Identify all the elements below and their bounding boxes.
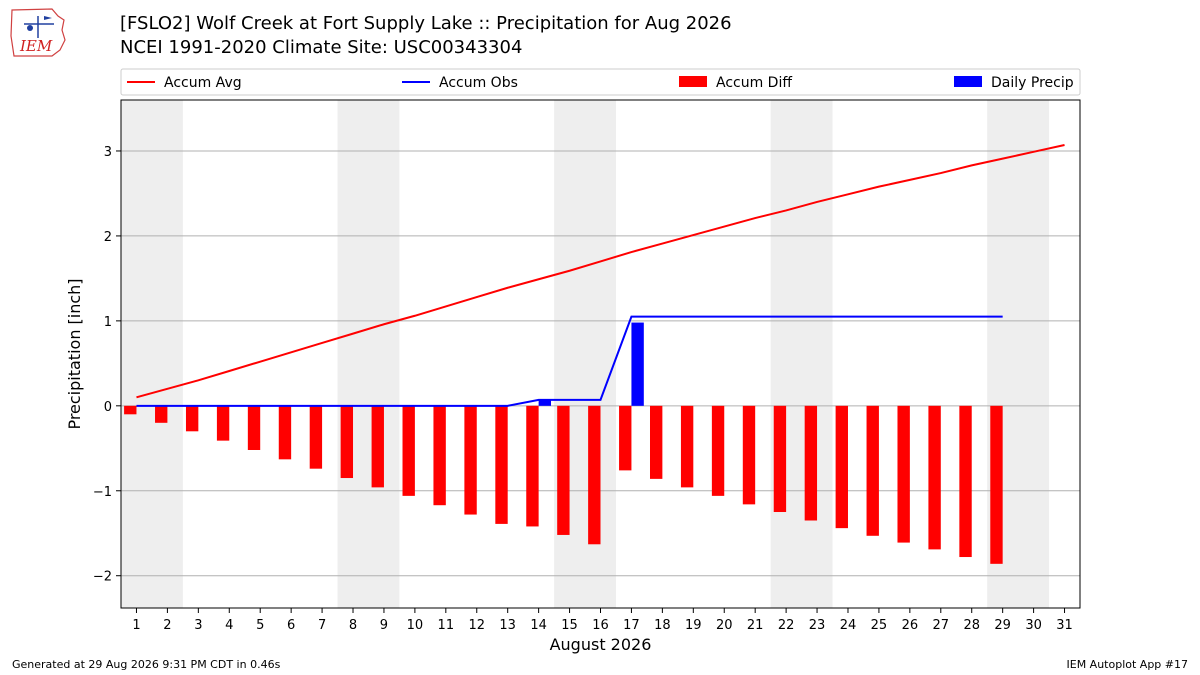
- accum-diff-bar-20: [711, 405, 725, 496]
- xtick-label-6: 6: [287, 618, 295, 633]
- xtick-label-7: 7: [318, 618, 326, 633]
- ytick-label-0: 0: [104, 400, 112, 415]
- xtick-label-13: 13: [499, 618, 516, 633]
- accum-diff-bar-19: [680, 405, 694, 488]
- xtick-label-12: 12: [468, 618, 485, 633]
- xtick-label-18: 18: [654, 618, 671, 633]
- xtick-label-2: 2: [163, 618, 171, 633]
- accum-diff-bar-17: [619, 405, 632, 471]
- weekend-shading: [121, 100, 1050, 608]
- chart-subtitle: NCEI 1991-2020 Climate Site: USC00343304: [120, 37, 523, 58]
- accum-diff-bar-3: [185, 405, 199, 432]
- y-axis-label: Precipitation [inch]: [65, 278, 84, 429]
- xtick-label-8: 8: [349, 618, 357, 633]
- xtick-label-4: 4: [225, 618, 233, 633]
- x-axis-ticks: 1 2 3 4 5 6 7 8 9 10 11 12 13 14 15 16 17 18 19 20 21 22 23 24 2…: [132, 608, 1073, 633]
- accum-diff-bar-5: [247, 405, 261, 450]
- accum-diff-bar-8: [340, 405, 354, 479]
- bars: [124, 322, 1003, 564]
- accum-diff-bar-24: [835, 405, 848, 529]
- accum-avg-line: [136, 144, 1065, 399]
- accum-diff-bar-29: [990, 405, 1003, 564]
- xtick-label-1: 1: [132, 618, 140, 633]
- ytick-label--2: −2: [93, 570, 112, 585]
- accum-diff-bar-23: [804, 405, 818, 521]
- legend-label-accum-avg: Accum Avg: [164, 75, 242, 91]
- xtick-label-30: 30: [1025, 618, 1042, 633]
- ytick-label--1: −1: [93, 485, 112, 500]
- plot-frame: [120, 99, 1081, 609]
- accum-diff-bar-1: [124, 405, 137, 415]
- xtick-label-14: 14: [530, 618, 547, 633]
- grid-lines: [121, 150, 1080, 577]
- weekend-band-4: [770, 100, 833, 608]
- chart-title: [FSLO2] Wolf Creek at Fort Supply Lake :…: [120, 13, 732, 34]
- xtick-label-3: 3: [194, 618, 202, 633]
- accum-diff-bar-18: [649, 405, 663, 479]
- accum-diff-bar-13: [495, 405, 508, 524]
- xtick-label-28: 28: [963, 618, 980, 633]
- accum-diff-bar-12: [464, 405, 477, 515]
- accum-diff-bar-9: [371, 405, 384, 488]
- xtick-label-5: 5: [256, 618, 264, 633]
- legend: Accum Avg Accum Obs Accum Diff Daily Precip: [120, 68, 1081, 96]
- accum-diff-bar-26: [897, 405, 910, 543]
- accum-diff-bar-22: [773, 405, 787, 513]
- legend-swatch-accum-diff: [679, 76, 707, 87]
- weekend-band-1: [121, 100, 183, 608]
- accum-diff-bar-4: [216, 405, 230, 441]
- ytick-label-1: 1: [104, 315, 112, 330]
- weekend-band-5: [987, 100, 1050, 608]
- accum-obs-line: [136, 315, 1003, 407]
- xtick-label-22: 22: [778, 618, 795, 633]
- legend-label-accum-obs: Accum Obs: [439, 75, 518, 91]
- accum-diff-bar-16: [588, 405, 601, 545]
- accum-diff-bar-6: [278, 405, 292, 460]
- accum-diff-bar-14: [526, 405, 539, 527]
- accum-diff-bar-21: [742, 405, 756, 505]
- accum-diff-bar-28: [959, 405, 972, 558]
- daily-precip-bar-14: [538, 399, 552, 406]
- legend-label-daily-precip: Daily Precip: [991, 75, 1074, 91]
- xtick-label-23: 23: [809, 618, 826, 633]
- accum-diff-bar-2: [155, 405, 168, 423]
- accum-diff-bar-15: [557, 405, 570, 535]
- legend-label-accum-diff: Accum Diff: [716, 75, 792, 91]
- series-lines: [136, 144, 1065, 407]
- xtick-label-21: 21: [747, 618, 764, 633]
- xtick-label-24: 24: [840, 618, 857, 633]
- xtick-label-10: 10: [407, 618, 424, 633]
- xtick-label-9: 9: [380, 618, 388, 633]
- xtick-label-31: 31: [1056, 618, 1073, 633]
- footer-generated: Generated at 29 Aug 2026 9:31 PM CDT in …: [12, 658, 281, 671]
- accum-diff-bar-7: [309, 405, 323, 469]
- xtick-label-15: 15: [561, 618, 578, 633]
- xtick-label-29: 29: [994, 618, 1011, 633]
- accum-diff-bar-25: [866, 405, 879, 536]
- y-axis-ticks: −2 −1 0 1 2 3: [93, 145, 121, 585]
- accum-diff-bar-10: [402, 405, 415, 496]
- xtick-label-16: 16: [592, 618, 609, 633]
- weekend-band-2: [337, 100, 400, 608]
- xtick-label-20: 20: [716, 618, 733, 633]
- xtick-label-25: 25: [871, 618, 888, 633]
- legend-swatch-daily-precip: [954, 76, 982, 87]
- xtick-label-27: 27: [933, 618, 950, 633]
- legend-frame: [120, 68, 1081, 96]
- ytick-label-2: 2: [104, 230, 112, 245]
- accum-diff-bar-27: [928, 405, 941, 550]
- footer-app: IEM Autoplot App #17: [1066, 658, 1189, 671]
- xtick-label-26: 26: [902, 618, 919, 633]
- xtick-label-17: 17: [623, 618, 640, 633]
- ytick-label-3: 3: [104, 145, 112, 160]
- x-axis-label: August 2026: [550, 635, 652, 654]
- logo-text: IEM: [19, 37, 53, 55]
- weekend-band-3: [554, 100, 616, 608]
- daily-precip-bar-17: [631, 322, 644, 406]
- iem-logo: IEM: [10, 8, 66, 57]
- accum-diff-bar-11: [433, 405, 446, 506]
- xtick-label-19: 19: [685, 618, 702, 633]
- xtick-label-11: 11: [438, 618, 455, 633]
